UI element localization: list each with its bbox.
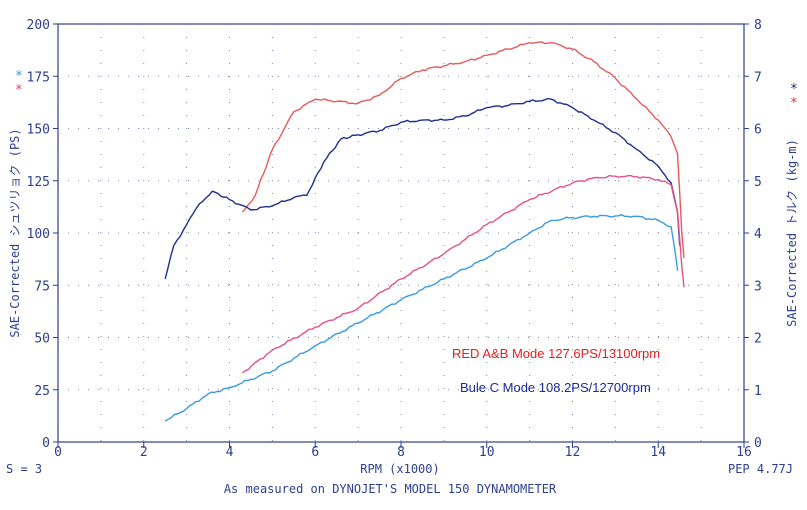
footer-software-version: PEP 4.77J (728, 462, 793, 476)
series-power-c-mode (164, 97, 681, 280)
y-right-tick-label: 3 (754, 279, 762, 294)
x-tick-label: 16 (736, 445, 752, 460)
series-torque-c-mode (164, 214, 679, 422)
y-left-tick-label: 0 (42, 436, 50, 451)
left-legend-markers: ** (15, 69, 23, 98)
right-marker-asterisk: * (790, 82, 798, 97)
footer-smoothing: S = 3 (6, 462, 42, 476)
y-right-tick-label: 7 (754, 70, 762, 85)
left-marker-asterisk: * (15, 83, 23, 98)
x-tick-label: 4 (226, 445, 234, 460)
y-right-axis-label: SAE-Corrected トルク (kg-m) (785, 139, 799, 327)
y-left-tick-label: 125 (27, 175, 50, 190)
y-right-tick-label: 1 (754, 384, 762, 399)
y-right-tick-label: 4 (754, 227, 762, 242)
x-tick-label: 14 (650, 445, 666, 460)
tick-marks (53, 23, 749, 448)
y-right-tick-label: 0 (754, 436, 762, 451)
y-right-tick-label: 5 (754, 175, 762, 190)
series-torque-red-ab-mode (241, 174, 685, 374)
footer-dynamometer-note: As measured on DYNOJET'S MODEL 150 DYNAM… (224, 482, 557, 496)
x-tick-label: 2 (140, 445, 148, 460)
y-left-tick-label: 100 (27, 227, 50, 242)
x-tick-label: 10 (479, 445, 495, 460)
y-right-tick-label: 6 (754, 123, 762, 138)
x-tick-labels: 0 2 4 6 8 10 12 14 16 (54, 445, 752, 460)
y-right-tick-label: 8 (754, 18, 762, 33)
y-left-tick-labels: 0 25 50 75 100 125 150 175 200 (27, 18, 50, 451)
y-left-tick-label: 25 (34, 384, 50, 399)
x-tick-label: 6 (311, 445, 319, 460)
y-left-tick-label: 175 (27, 70, 50, 85)
y-left-tick-label: 75 (34, 279, 50, 294)
y-left-axis-label: SAE-Corrected シュツリョク (PS) (8, 128, 22, 337)
annotation-blue-mode: Bule C Mode 108.2PS/12700rpm (460, 380, 651, 395)
x-tick-label: 12 (565, 445, 581, 460)
y-right-tick-labels: 0 1 2 3 4 5 6 7 8 (754, 18, 762, 451)
x-tick-label: 0 (54, 445, 62, 460)
y-left-tick-label: 200 (27, 18, 50, 33)
y-left-tick-label: 50 (34, 332, 50, 347)
x-axis-label: RPM (x1000) (360, 462, 439, 476)
right-marker-asterisk: * (790, 96, 798, 111)
left-marker-asterisk: * (15, 69, 23, 84)
y-left-tick-label: 150 (27, 123, 50, 138)
y-right-tick-label: 2 (754, 332, 762, 347)
x-tick-label: 8 (397, 445, 405, 460)
series-power-red-ab-mode (241, 41, 685, 259)
right-legend-markers: ** (790, 82, 798, 111)
annotation-red-mode: RED A&B Mode 127.6PS/13100rpm (452, 346, 660, 361)
series-lines (164, 41, 685, 422)
